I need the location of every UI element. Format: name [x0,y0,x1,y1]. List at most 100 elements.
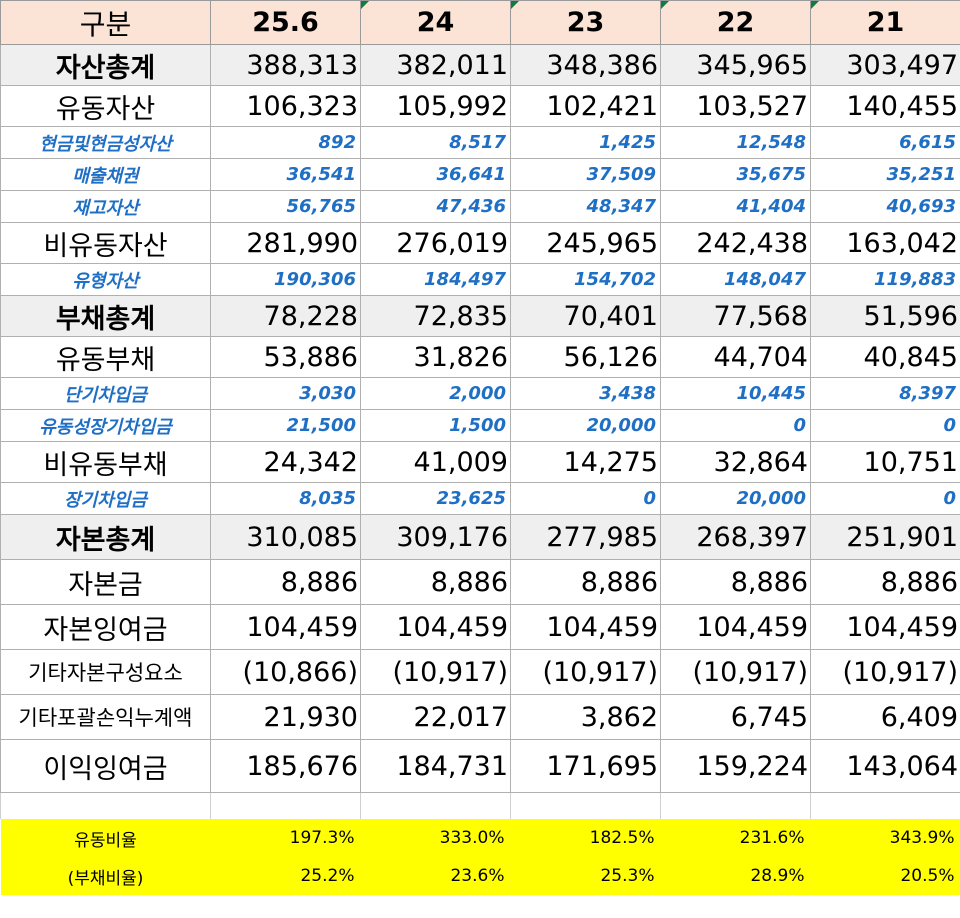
cell-value[interactable]: 185,676 [210,739,361,793]
cell-value[interactable]: 0 [660,409,811,442]
cell-value[interactable]: 23.6% [360,857,511,895]
cell-value[interactable]: 104,459 [510,604,661,650]
cell-value[interactable]: 3,030 [210,377,361,410]
row-label[interactable]: (부채비율) [0,857,211,895]
cell-value[interactable]: 8,886 [210,559,361,605]
cell-value[interactable]: 103,527 [660,85,811,127]
cell-value[interactable]: 276,019 [360,222,511,264]
cell-value[interactable]: 22,017 [360,694,511,740]
cell-value[interactable]: 25.3% [510,857,661,895]
empty-cell[interactable] [810,792,960,819]
cell-value[interactable]: 184,731 [360,739,511,793]
cell-value[interactable]: 0 [810,482,960,515]
cell-value[interactable]: 78,228 [210,295,361,337]
row-label[interactable]: 장기차입금 [0,482,211,515]
cell-value[interactable]: 148,047 [660,263,811,296]
cell-value[interactable]: 48,347 [510,190,661,223]
empty-cell[interactable] [660,792,811,819]
cell-value[interactable]: 159,224 [660,739,811,793]
row-label[interactable]: 유동성장기차입금 [0,409,211,442]
cell-value[interactable]: 56,765 [210,190,361,223]
cell-value[interactable]: 44,704 [660,336,811,378]
cell-value[interactable]: 41,404 [660,190,811,223]
cell-value[interactable]: 21,930 [210,694,361,740]
cell-value[interactable]: 382,011 [360,44,511,86]
empty-cell[interactable] [210,792,361,819]
cell-value[interactable]: 102,421 [510,85,661,127]
cell-value[interactable]: 25.2% [210,857,361,895]
cell-value[interactable]: 163,042 [810,222,960,264]
cell-value[interactable]: 47,436 [360,190,511,223]
cell-value[interactable]: 3,438 [510,377,661,410]
cell-value[interactable]: (10,917) [360,649,511,695]
cell-value[interactable]: 35,251 [810,158,960,191]
cell-value[interactable]: 6,615 [810,126,960,159]
cell-value[interactable]: 104,459 [810,604,960,650]
cell-value[interactable]: 24,342 [210,441,361,483]
cell-value[interactable]: 345,965 [660,44,811,86]
cell-value[interactable]: 20.5% [810,857,960,895]
row-label[interactable]: 이익잉여금 [0,739,211,793]
cell-value[interactable]: 1,500 [360,409,511,442]
cell-value[interactable]: 12,548 [660,126,811,159]
cell-value[interactable]: 23,625 [360,482,511,515]
cell-value[interactable]: 277,985 [510,514,661,560]
cell-value[interactable]: 348,386 [510,44,661,86]
header-year[interactable]: 24 [360,0,511,45]
empty-cell[interactable] [510,792,661,819]
cell-value[interactable]: 6,409 [810,694,960,740]
cell-value[interactable]: 8,886 [510,559,661,605]
cell-value[interactable]: 53,886 [210,336,361,378]
row-label[interactable]: 기타자본구성요소 [0,649,211,695]
row-label[interactable]: 자산총계 [0,44,211,86]
cell-value[interactable]: 231.6% [660,819,811,857]
row-label[interactable]: 단기차입금 [0,377,211,410]
cell-value[interactable]: (10,917) [810,649,960,695]
row-label[interactable]: 현금및현금성자산 [0,126,211,159]
cell-value[interactable]: 892 [210,126,361,159]
cell-value[interactable]: 8,886 [660,559,811,605]
cell-value[interactable]: 171,695 [510,739,661,793]
cell-value[interactable]: 245,965 [510,222,661,264]
cell-value[interactable]: 77,568 [660,295,811,337]
row-label[interactable]: 유동부채 [0,336,211,378]
cell-value[interactable]: 281,990 [210,222,361,264]
row-label[interactable]: 매출채권 [0,158,211,191]
cell-value[interactable]: 119,883 [810,263,960,296]
cell-value[interactable]: 143,064 [810,739,960,793]
row-label[interactable]: 비유동부채 [0,441,211,483]
cell-value[interactable]: 242,438 [660,222,811,264]
cell-value[interactable]: 1,425 [510,126,661,159]
cell-value[interactable]: 36,541 [210,158,361,191]
cell-value[interactable]: 303,497 [810,44,960,86]
row-label[interactable]: 자본잉여금 [0,604,211,650]
cell-value[interactable]: 0 [510,482,661,515]
cell-value[interactable]: 14,275 [510,441,661,483]
cell-value[interactable]: 40,845 [810,336,960,378]
cell-value[interactable]: 104,459 [210,604,361,650]
cell-value[interactable]: 28.9% [660,857,811,895]
cell-value[interactable]: 35,675 [660,158,811,191]
cell-value[interactable]: 10,751 [810,441,960,483]
cell-value[interactable]: 40,693 [810,190,960,223]
cell-value[interactable]: 388,313 [210,44,361,86]
cell-value[interactable]: 8,035 [210,482,361,515]
cell-value[interactable]: (10,917) [510,649,661,695]
cell-value[interactable]: 56,126 [510,336,661,378]
cell-value[interactable]: 140,455 [810,85,960,127]
cell-value[interactable]: 8,886 [810,559,960,605]
cell-value[interactable]: 251,901 [810,514,960,560]
cell-value[interactable]: 0 [810,409,960,442]
row-label[interactable]: 기타포괄손익누계액 [0,694,211,740]
cell-value[interactable]: 21,500 [210,409,361,442]
row-label[interactable]: 재고자산 [0,190,211,223]
cell-value[interactable]: 310,085 [210,514,361,560]
cell-value[interactable]: 104,459 [360,604,511,650]
row-label[interactable]: 유동비율 [0,819,211,857]
row-label[interactable]: 유동자산 [0,85,211,127]
header-year[interactable]: 23 [510,0,661,45]
cell-value[interactable]: 154,702 [510,263,661,296]
row-label[interactable]: 자본총계 [0,514,211,560]
cell-value[interactable]: 333.0% [360,819,511,857]
cell-value[interactable]: 104,459 [660,604,811,650]
